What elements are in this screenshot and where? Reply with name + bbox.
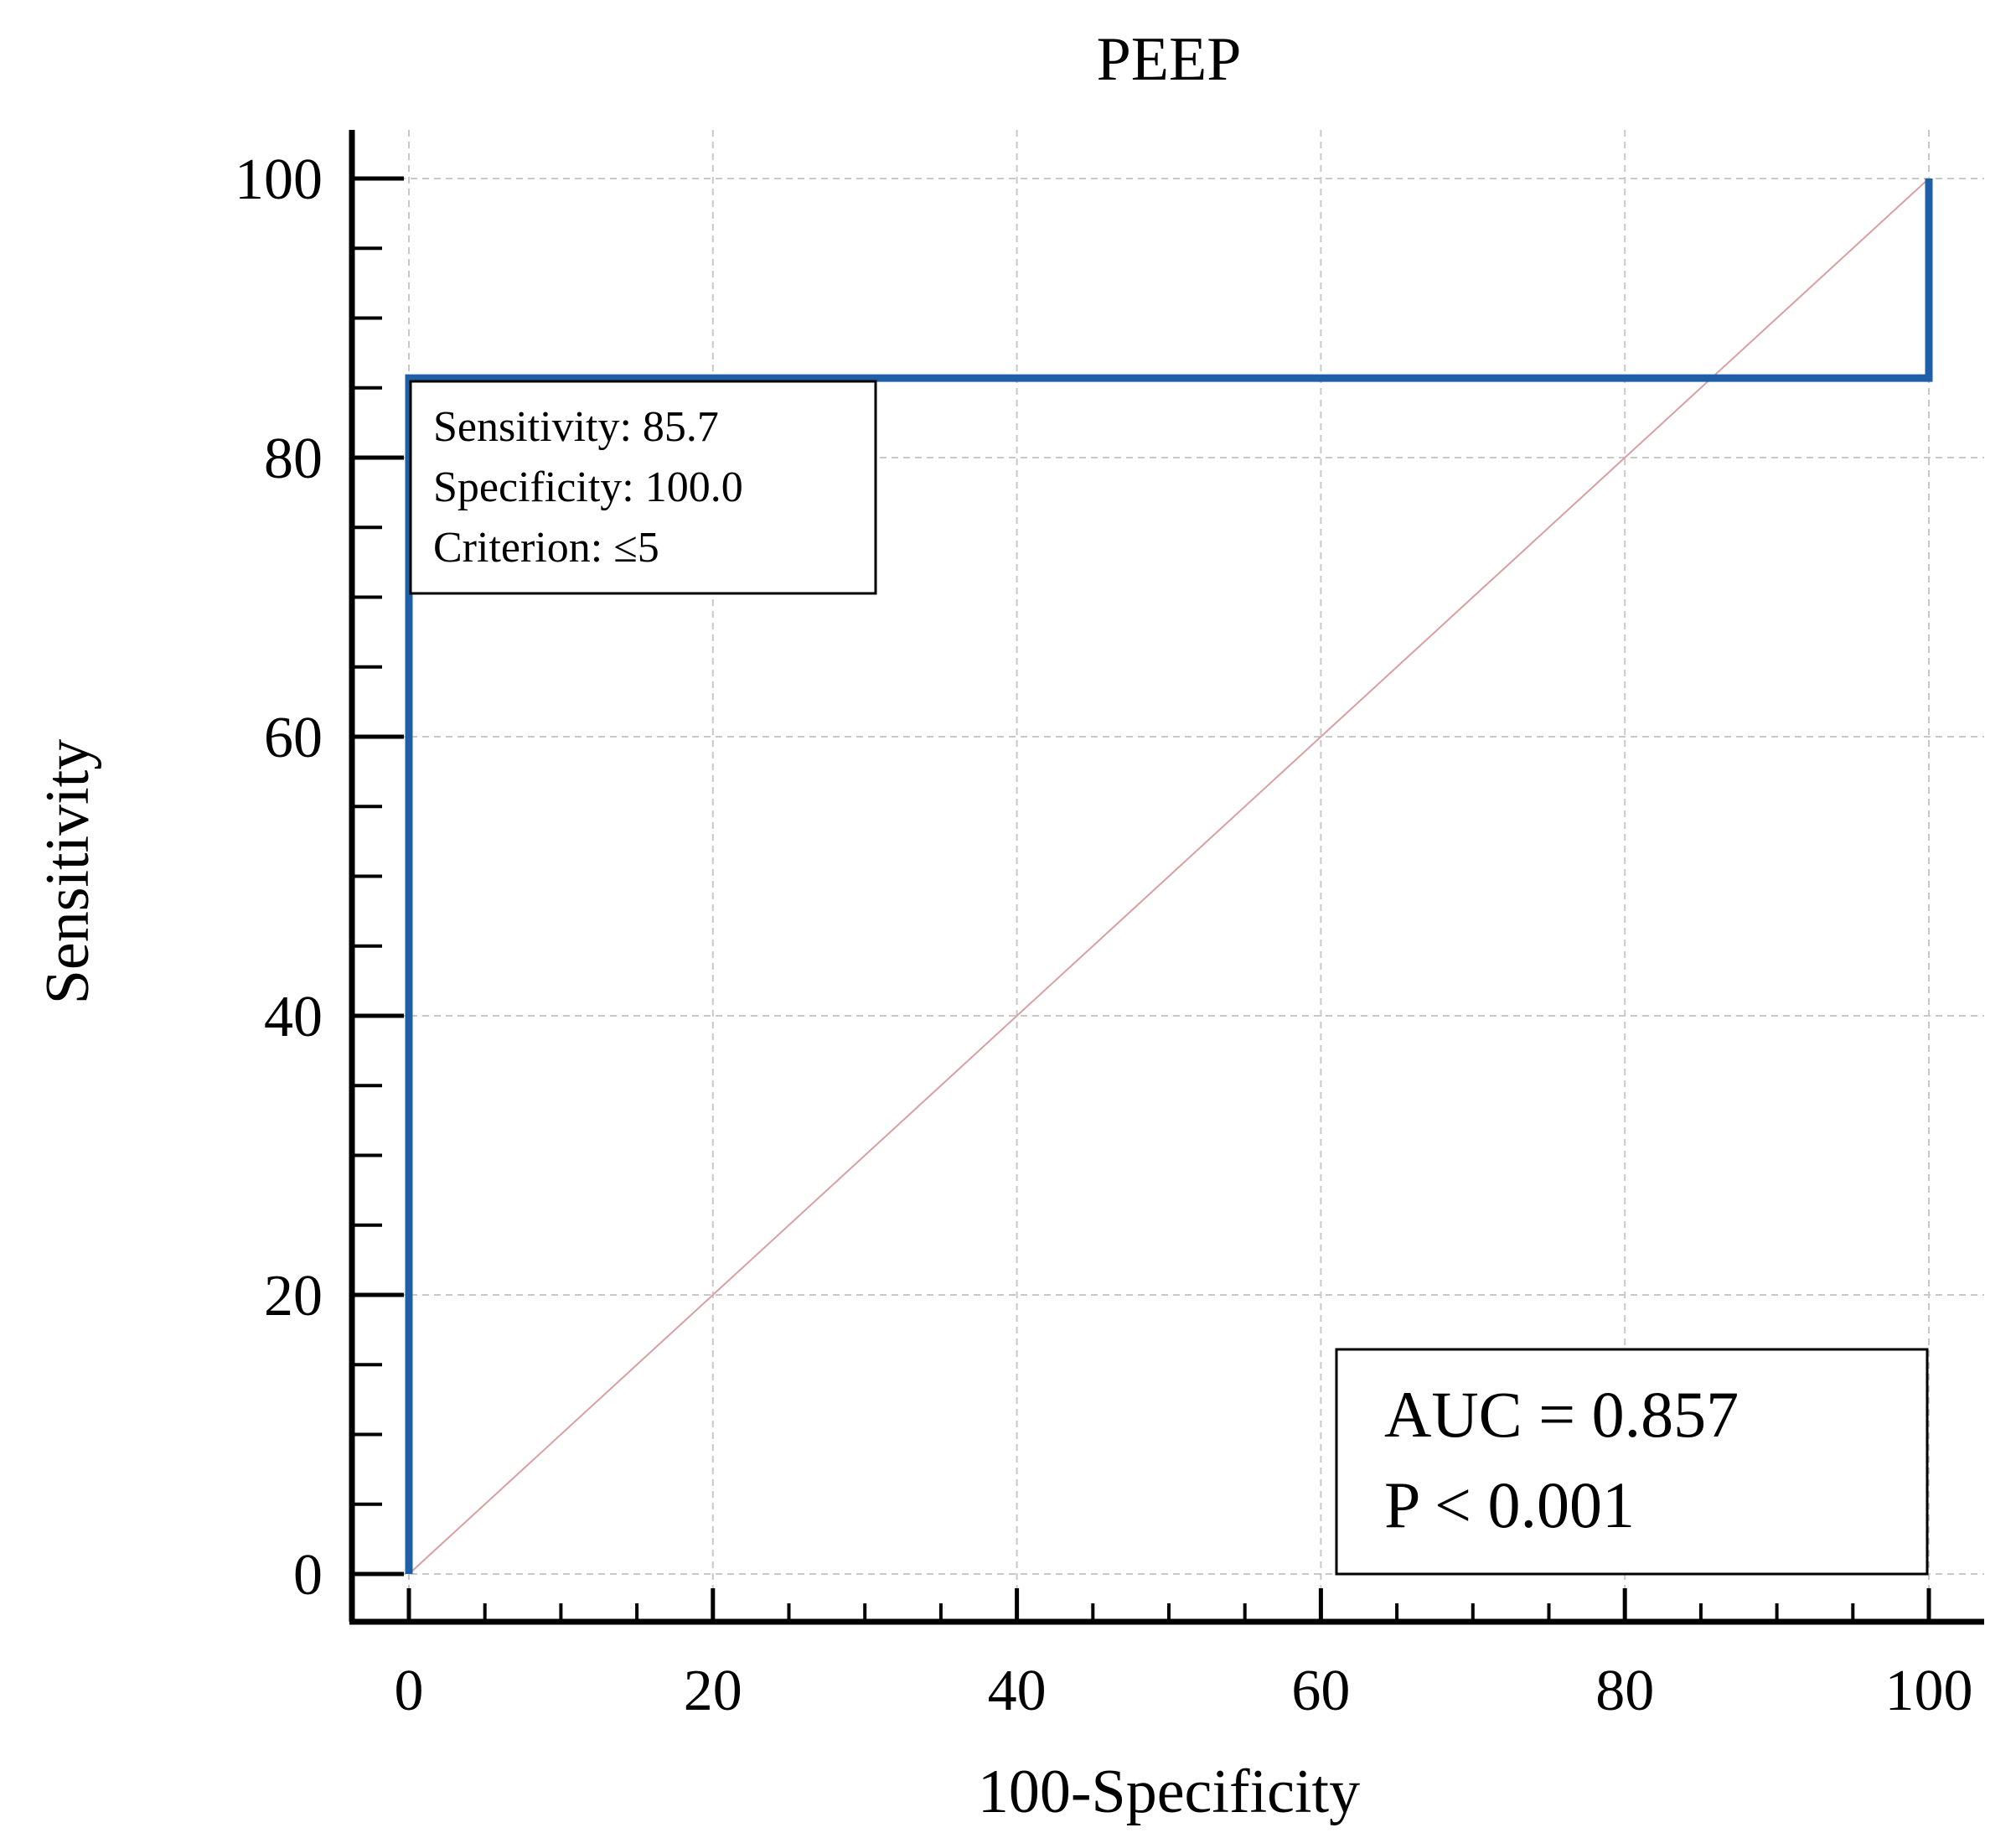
auc-box: AUC = 0.857 P < 0.001 (1335, 1348, 1929, 1576)
y-tick-label-0: 0 (293, 1543, 323, 1608)
y-tick-label-2: 40 (264, 985, 323, 1049)
y-tick-label-3: 60 (264, 706, 323, 770)
label-layer: 0 20 40 60 80 100 0 20 40 60 80 100 (235, 148, 1973, 1723)
criterion-box: Sensitivity: 85.7 Specificity: 100.0 Cri… (409, 380, 877, 595)
x-tick-label-3: 60 (1291, 1659, 1350, 1723)
criterion-specificity: Specificity: 100.0 (433, 463, 743, 511)
x-tick-label-4: 80 (1595, 1659, 1654, 1723)
x-tick-label-0: 0 (395, 1659, 424, 1723)
x-tick-label-2: 40 (988, 1659, 1047, 1723)
x-tick-label-5: 100 (1885, 1659, 1973, 1723)
criterion-value: Criterion: ≤5 (433, 524, 659, 572)
criterion-box-frame (409, 380, 877, 595)
auc-value: AUC = 0.857 (1384, 1378, 1739, 1451)
reference-layer (408, 178, 1930, 1575)
roc-curve-line (405, 179, 1933, 1574)
y-tick-label-1: 20 (264, 1264, 323, 1328)
y-axis-label: Sensitivity (34, 739, 102, 1005)
y-tick-label-5: 100 (235, 148, 323, 212)
criterion-sensitivity: Sensitivity: 85.7 (433, 403, 719, 451)
roc-layer (405, 179, 1933, 1574)
chart-title: PEEP (1097, 25, 1242, 94)
x-tick-label-1: 20 (684, 1659, 742, 1723)
p-value: P < 0.001 (1384, 1468, 1635, 1541)
reference-diagonal-line (408, 178, 1930, 1575)
axis-layer (349, 130, 1984, 1625)
x-axis-label: 100-Specificity (978, 1758, 1360, 1826)
auc-box-frame (1335, 1348, 1929, 1576)
y-tick-label-4: 80 (264, 427, 323, 491)
